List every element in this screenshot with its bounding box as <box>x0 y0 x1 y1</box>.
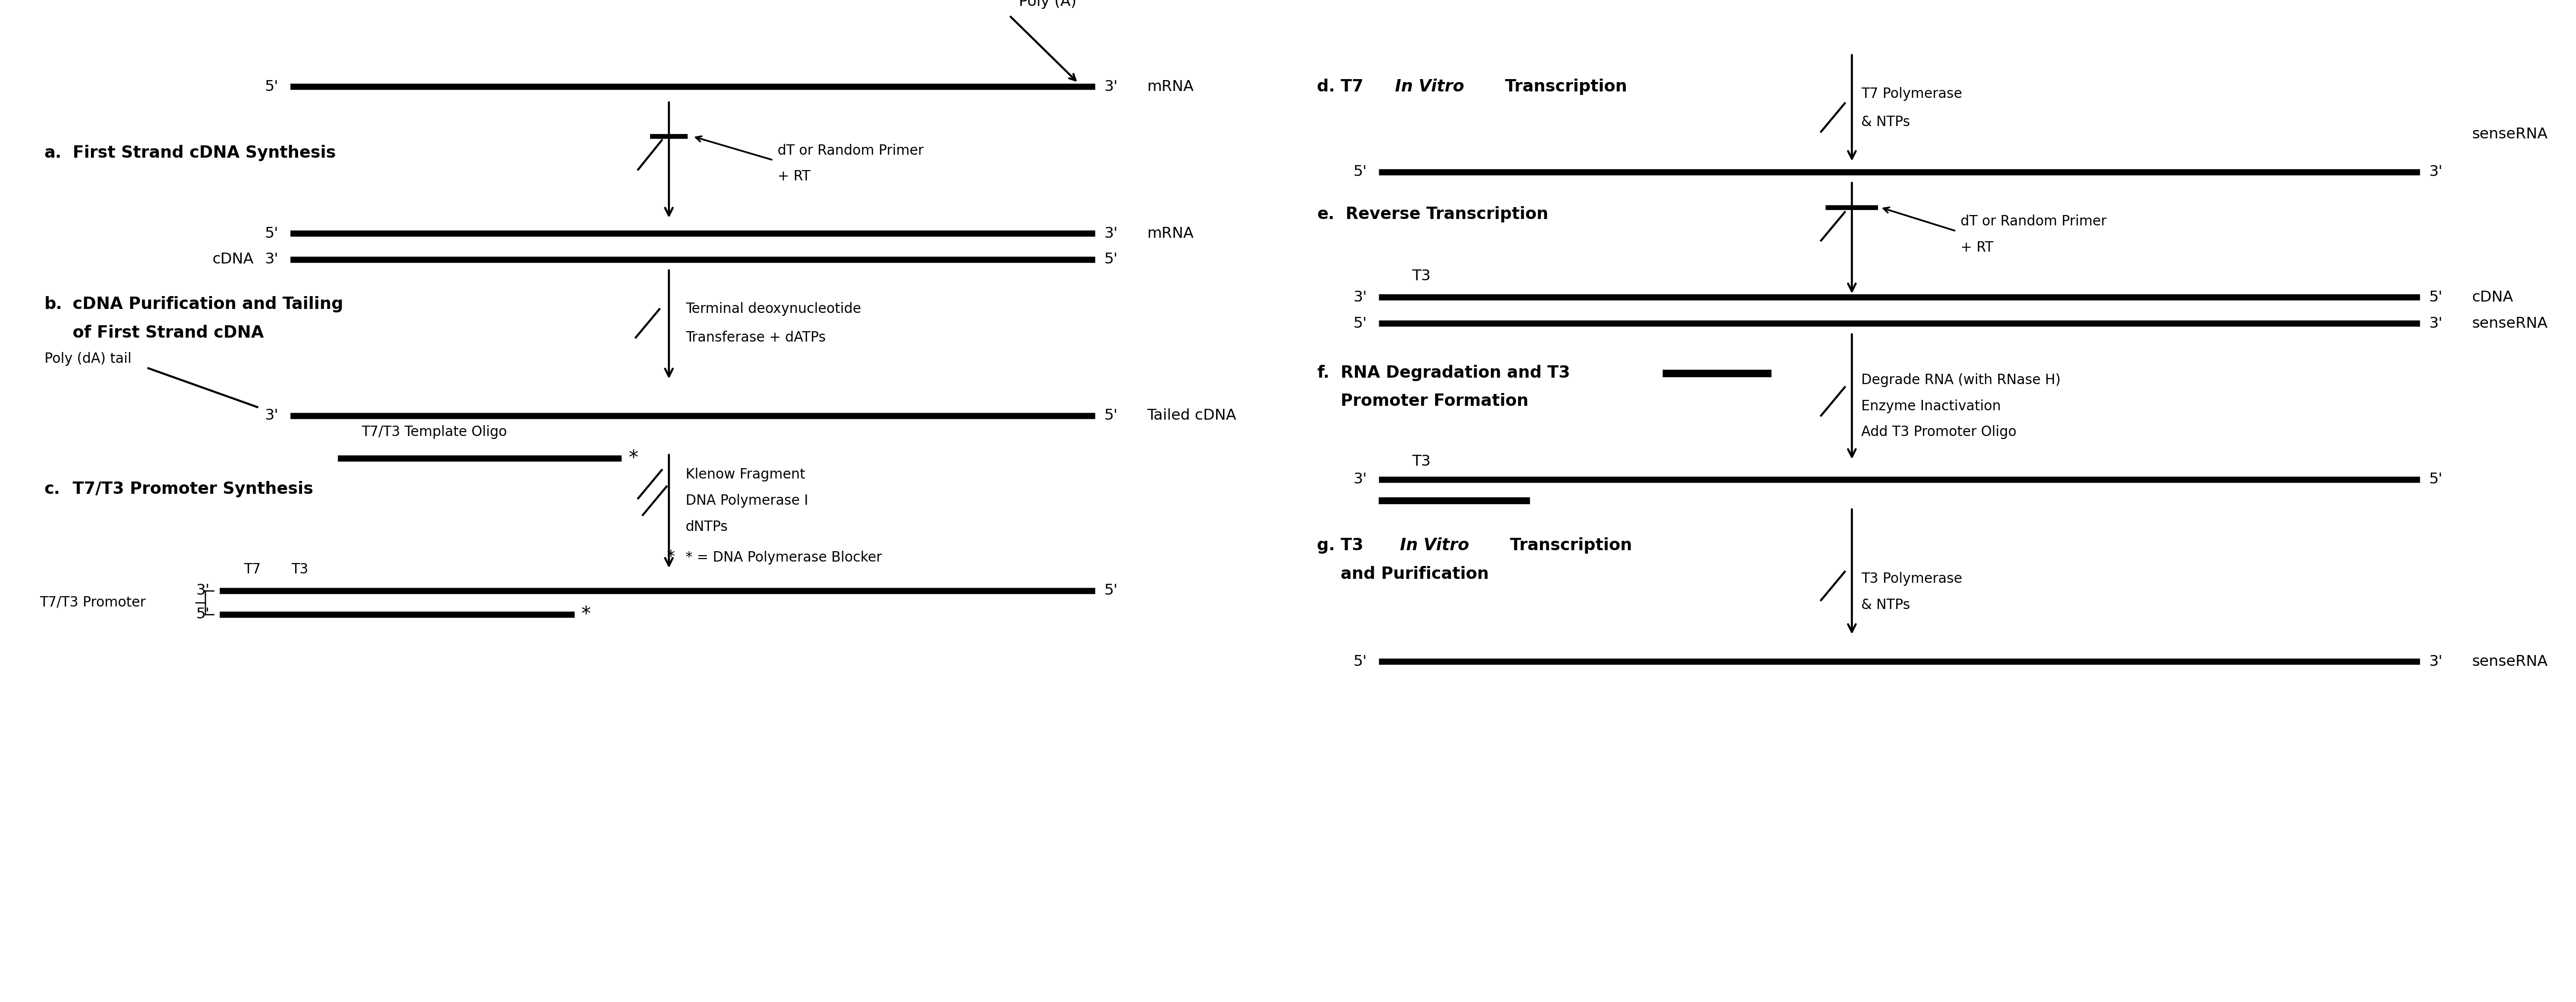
Text: First Strand cDNA Synthesis: First Strand cDNA Synthesis <box>72 145 335 161</box>
Text: 3': 3' <box>1352 472 1368 487</box>
Text: mRNA: mRNA <box>1146 226 1193 240</box>
Text: d. T7: d. T7 <box>1316 78 1370 95</box>
Text: 3': 3' <box>196 583 209 598</box>
Text: cDNA Purification and Tailing: cDNA Purification and Tailing <box>72 297 343 313</box>
Text: 5': 5' <box>265 226 278 240</box>
Text: In Vitro: In Vitro <box>1399 537 1468 554</box>
Text: 3': 3' <box>265 253 278 267</box>
Text: 3': 3' <box>1105 226 1118 240</box>
Text: mRNA: mRNA <box>1146 79 1193 94</box>
Text: T3 Polymerase: T3 Polymerase <box>1862 572 1963 586</box>
Text: e.: e. <box>1316 206 1334 222</box>
Text: 5': 5' <box>1105 253 1118 267</box>
Text: T7/T3 Template Oligo: T7/T3 Template Oligo <box>361 425 507 439</box>
Text: + RT: + RT <box>1960 240 1994 255</box>
Text: 5': 5' <box>1352 164 1368 179</box>
Text: T7/T3 Promoter Synthesis: T7/T3 Promoter Synthesis <box>72 481 314 497</box>
Text: + RT: + RT <box>778 169 811 183</box>
Text: & NTPs: & NTPs <box>1862 598 1911 612</box>
Text: a.: a. <box>44 145 62 161</box>
Text: dNTPs: dNTPs <box>685 520 729 534</box>
Text: Tailed cDNA: Tailed cDNA <box>1146 409 1236 423</box>
Text: Add T3 Promoter Oligo: Add T3 Promoter Oligo <box>1862 425 2017 439</box>
Text: 5': 5' <box>196 607 209 621</box>
Text: Transcription: Transcription <box>1504 537 1631 554</box>
Text: dT or Random Primer: dT or Random Primer <box>778 143 925 157</box>
Text: senseRNA: senseRNA <box>2473 317 2548 331</box>
Text: 5': 5' <box>2429 291 2442 305</box>
Text: b.: b. <box>44 297 62 313</box>
Text: RNA Degradation and T3: RNA Degradation and T3 <box>1342 365 1571 381</box>
Text: Reverse Transcription: Reverse Transcription <box>1345 206 1548 222</box>
Text: Promoter Formation: Promoter Formation <box>1342 393 1528 410</box>
Text: T3: T3 <box>291 562 309 576</box>
Text: of First Strand cDNA: of First Strand cDNA <box>72 325 263 341</box>
Text: 5': 5' <box>265 79 278 94</box>
Text: 5': 5' <box>1352 654 1368 668</box>
Text: T7/T3 Promoter: T7/T3 Promoter <box>39 595 147 609</box>
Text: Degrade RNA (with RNase H): Degrade RNA (with RNase H) <box>1862 373 2061 387</box>
Text: T3: T3 <box>1412 454 1430 469</box>
Text: & NTPs: & NTPs <box>1862 115 1911 129</box>
Text: Transferase + dATPs: Transferase + dATPs <box>685 331 824 345</box>
Text: dT or Random Primer: dT or Random Primer <box>1960 214 2107 228</box>
Text: 5': 5' <box>1105 409 1118 423</box>
Text: DNA Polymerase I: DNA Polymerase I <box>685 494 809 508</box>
Text: 3': 3' <box>2429 317 2442 331</box>
Text: senseRNA: senseRNA <box>2473 127 2548 141</box>
Text: Enzyme Inactivation: Enzyme Inactivation <box>1862 399 2002 413</box>
Text: T3: T3 <box>1412 269 1430 284</box>
Text: 5': 5' <box>1352 317 1368 331</box>
Text: c.: c. <box>44 481 59 497</box>
Text: * = DNA Polymerase Blocker: * = DNA Polymerase Blocker <box>685 551 881 564</box>
Text: g. T3: g. T3 <box>1316 537 1370 554</box>
Text: 3': 3' <box>2429 164 2442 179</box>
Text: cDNA: cDNA <box>211 253 252 267</box>
Text: *: * <box>582 605 590 623</box>
Text: 5': 5' <box>2429 472 2442 487</box>
Text: 3': 3' <box>1352 291 1368 305</box>
Text: T7: T7 <box>245 562 260 576</box>
Text: In Vitro: In Vitro <box>1396 78 1463 95</box>
Text: Poly (A): Poly (A) <box>1020 0 1077 9</box>
Text: 5': 5' <box>1105 583 1118 598</box>
Text: Terminal deoxynucleotide: Terminal deoxynucleotide <box>685 303 860 316</box>
Text: 3': 3' <box>265 409 278 423</box>
Text: Poly (dA) tail: Poly (dA) tail <box>44 352 131 366</box>
Text: senseRNA: senseRNA <box>2473 654 2548 668</box>
Text: T7 Polymerase: T7 Polymerase <box>1862 87 1963 101</box>
Text: and Purification: and Purification <box>1342 566 1489 582</box>
Text: *: * <box>629 449 639 468</box>
Text: f.: f. <box>1316 365 1329 381</box>
Text: Transcription: Transcription <box>1499 78 1628 95</box>
Text: 3': 3' <box>2429 654 2442 668</box>
Text: cDNA: cDNA <box>2473 291 2514 305</box>
Text: 3': 3' <box>1105 79 1118 94</box>
Text: *: * <box>667 549 675 566</box>
Text: Klenow Fragment: Klenow Fragment <box>685 468 806 482</box>
